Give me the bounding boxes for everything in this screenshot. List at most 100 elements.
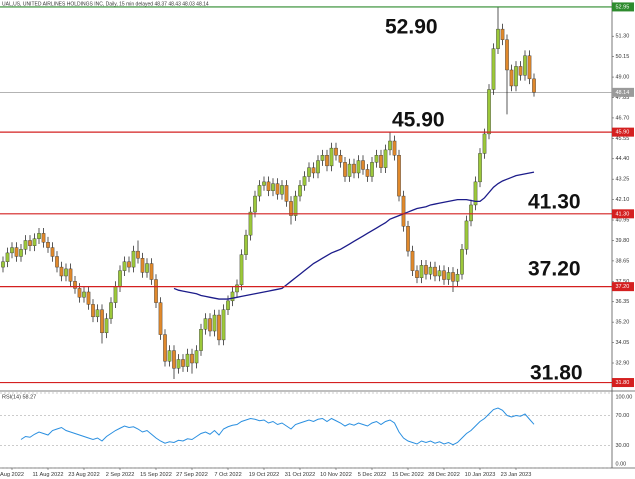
candle-body (127, 261, 131, 268)
candle-body (172, 350, 176, 369)
candle-body (100, 309, 104, 334)
candle-body (73, 281, 77, 289)
rsi-tick-label: 70.00 (616, 413, 630, 419)
x-tick-label: 15 Sep 2022 (140, 472, 172, 478)
candle-body (406, 226, 410, 252)
level-label: 45.90 (616, 130, 630, 136)
candle-body (140, 258, 145, 273)
rsi-line (20, 407, 535, 446)
y-tick-label: 35.20 (616, 320, 630, 326)
candle-body (28, 240, 32, 246)
candle-body (365, 169, 370, 177)
candle-body (167, 350, 172, 362)
x-tick-label: 10 Jan 2023 (465, 472, 496, 478)
candle-body (491, 48, 496, 90)
candle-body (244, 234, 248, 255)
candle-body (424, 265, 428, 275)
x-tick-label: 27 Sep 2022 (176, 472, 208, 478)
x-tick-label: 10 Nov 2022 (320, 472, 352, 478)
candle-body (1, 261, 5, 268)
y-tick-label: 34.05 (616, 340, 630, 346)
candle-body (271, 183, 275, 191)
rsi-label: RSI(14) 58.27 (2, 394, 36, 400)
y-tick-label: 36.35 (616, 299, 630, 305)
candle-body (388, 140, 392, 151)
y-tick-label: 44.40 (616, 156, 630, 162)
candle-body (464, 220, 469, 250)
candle-body (145, 263, 149, 273)
y-tick-label: 38.65 (616, 258, 630, 264)
candle-body (253, 195, 257, 213)
candle-body (113, 286, 118, 303)
candle-body (496, 28, 500, 49)
candle-body (451, 272, 455, 282)
candle-body (14, 247, 19, 257)
annotation: 45.90 (392, 109, 445, 132)
candle-body (437, 270, 442, 277)
candle-body (46, 242, 50, 248)
candle-body (419, 265, 424, 278)
candle-body (410, 250, 415, 271)
candle-body (248, 211, 253, 236)
level-label: 52.95 (616, 4, 630, 10)
candle-body (158, 302, 163, 335)
level-tag (612, 209, 634, 219)
candle-body (185, 353, 190, 367)
candle-body (203, 318, 208, 330)
rsi-tick-label: 0.00 (616, 461, 627, 467)
y-tick-label: 39.80 (616, 238, 630, 244)
candle-body (298, 185, 302, 197)
candle-body (226, 300, 230, 310)
candle-body (59, 266, 64, 277)
candle-body (446, 272, 451, 280)
candle-body (428, 266, 433, 275)
candle-body (383, 149, 388, 168)
current-price-tag (612, 87, 634, 97)
candle-body (262, 181, 266, 186)
candle-body (77, 288, 82, 298)
candle-body (194, 350, 199, 364)
y-tick-label: 46.70 (616, 115, 630, 121)
candle-body (514, 66, 518, 87)
candle-body (86, 291, 91, 305)
candle-body (415, 270, 419, 278)
candle-body (37, 233, 41, 239)
candle-body (239, 254, 244, 286)
candle-body (397, 155, 401, 197)
annotation: 52.90 (385, 16, 438, 39)
candle-body (55, 256, 59, 268)
y-tick-label: 43.25 (616, 177, 630, 183)
x-tick-label: 19 Oct 2022 (249, 472, 279, 478)
candle-body (199, 329, 203, 351)
candle-body (505, 39, 509, 71)
candle-body (131, 250, 136, 268)
candle-body (104, 318, 109, 334)
candle-body (235, 284, 239, 293)
candle-body (136, 250, 140, 259)
candle-body (356, 160, 361, 174)
x-tick-label: 23 Aug 2022 (68, 472, 99, 478)
level-tag (612, 378, 634, 388)
annotation: 31.80 (530, 362, 583, 385)
candle-body (392, 140, 397, 156)
candle-body (482, 133, 487, 154)
annotation: 37.20 (528, 258, 581, 281)
candle-body (10, 247, 14, 254)
candle-body (374, 155, 379, 163)
x-tick-label: Aug 2022 (0, 472, 24, 478)
candle-body (460, 249, 464, 275)
candle-body (19, 249, 23, 257)
candle-body (181, 359, 185, 367)
candle-body (532, 78, 536, 93)
x-tick-label: 2 Sep 2022 (106, 472, 135, 478)
candle-body (329, 147, 334, 167)
candle-body (334, 147, 338, 156)
candle-body (370, 162, 374, 177)
candle-body (82, 291, 86, 298)
y-tick-label: 40.95 (616, 217, 630, 223)
candle-body (473, 181, 478, 206)
candle-body (284, 185, 289, 202)
candle-body (500, 28, 505, 40)
